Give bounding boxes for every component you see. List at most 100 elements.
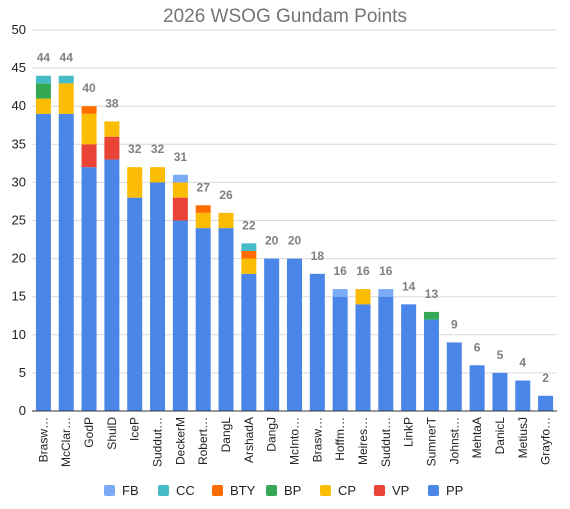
bar-segment-pp <box>401 304 417 411</box>
bar-segment-vp <box>81 144 97 168</box>
legend-swatch-vp <box>374 485 385 496</box>
bar-segment-bp <box>35 83 51 99</box>
data-label: 22 <box>242 218 256 232</box>
data-label: 13 <box>425 287 439 301</box>
bar-segment-pp <box>538 395 554 411</box>
x-tick-label: Suddut… <box>151 417 165 467</box>
data-label: 44 <box>37 51 51 65</box>
bar-segment-pp <box>241 273 257 411</box>
bar-segment-pp <box>195 228 211 411</box>
legend-swatch-cp <box>320 485 331 496</box>
bar-segment-cp <box>355 289 371 305</box>
data-label: 16 <box>356 264 370 278</box>
bar-segment-pp <box>218 228 234 411</box>
y-tick-label: 30 <box>12 174 26 189</box>
data-label: 32 <box>128 142 142 156</box>
bar-segment-pp <box>469 365 485 411</box>
bar-segment-pp <box>515 380 531 411</box>
x-tick-label: Grayfo… <box>539 417 553 465</box>
bar-segment-cp <box>218 212 234 229</box>
legend: FB CC BTY BP CP VP PP <box>104 483 463 498</box>
legend-label-pp: PP <box>446 483 463 498</box>
x-tick-label: Brasw… <box>36 417 50 462</box>
bar-segment-pp <box>309 273 325 411</box>
bar-segment-cp <box>58 83 74 114</box>
bar-segment-vp <box>172 197 188 221</box>
x-tick-label: Brasw… <box>310 417 324 462</box>
x-tick-label: MehtaA <box>470 417 484 458</box>
bar-segment-cp <box>104 121 120 137</box>
x-tick-label: DangJ <box>265 417 279 452</box>
y-tick-label: 10 <box>12 327 26 342</box>
data-label: 16 <box>333 264 347 278</box>
bar-segment-pp <box>378 296 394 411</box>
bar-segment-fb <box>332 289 348 297</box>
data-label: 44 <box>60 51 74 65</box>
legend-label-bty: BTY <box>230 483 256 498</box>
y-tick-label: 25 <box>12 213 26 228</box>
legend-swatch-bp <box>266 485 277 496</box>
bars <box>35 75 554 411</box>
x-tick-label: IceP <box>128 417 142 441</box>
data-label: 5 <box>497 348 504 362</box>
y-tick-label: 45 <box>12 60 26 75</box>
data-label: 9 <box>451 317 458 331</box>
legend-label-cc: CC <box>176 483 195 498</box>
x-tick-label: DeckerM <box>173 417 187 465</box>
y-tick-label: 35 <box>12 136 26 151</box>
x-tick-label: LinkP <box>402 417 416 447</box>
y-tick-label: 0 <box>19 403 26 418</box>
legend-swatch-bty <box>212 485 223 496</box>
data-label: 2 <box>542 371 549 385</box>
legend-label-vp: VP <box>392 483 409 498</box>
x-tick-label: DanicL <box>493 417 507 455</box>
labels: 0510152025303540455044Brasw…44McClar…40G… <box>12 22 553 467</box>
bar-segment-cc <box>241 243 257 251</box>
bar-segment-pp <box>446 342 462 411</box>
bar-segment-pp <box>150 182 166 411</box>
x-tick-label: SumnerT <box>424 416 438 466</box>
legend-swatch-pp <box>428 485 439 496</box>
y-tick-label: 40 <box>12 98 26 113</box>
bar-segment-pp <box>58 113 74 411</box>
bar-segment-cp <box>150 167 166 183</box>
data-label: 14 <box>402 279 416 293</box>
bar-segment-cp <box>35 98 51 114</box>
data-label: 20 <box>288 234 302 248</box>
bar-segment-pp <box>35 113 51 411</box>
bar-segment-pp <box>104 159 120 411</box>
y-tick-label: 15 <box>12 289 26 304</box>
bar-segment-bp <box>423 311 439 320</box>
x-tick-label: Hoffm… <box>333 417 347 461</box>
bar-segment-pp <box>172 220 188 411</box>
data-label: 40 <box>82 81 96 95</box>
bar-segment-pp <box>127 197 143 411</box>
bar-segment-pp <box>492 372 508 411</box>
bar-segment-bty <box>195 205 211 213</box>
x-tick-label: ArshadA <box>242 417 256 463</box>
bar-segment-cc <box>35 75 51 84</box>
x-tick-label: DangL <box>219 417 233 453</box>
data-label: 31 <box>174 150 188 164</box>
data-label: 27 <box>197 180 211 194</box>
x-tick-label: Robert… <box>196 417 210 465</box>
y-tick-label: 5 <box>19 365 26 380</box>
data-label: 18 <box>311 249 325 263</box>
legend-label-fb: FB <box>122 483 139 498</box>
y-tick-label: 20 <box>12 251 26 266</box>
bar-segment-fb <box>378 289 394 297</box>
data-label: 38 <box>105 96 119 110</box>
bar-segment-fb <box>172 174 188 183</box>
bar-segment-pp <box>287 258 302 411</box>
legend-label-bp: BP <box>284 483 301 498</box>
bar-segment-bty <box>81 106 97 114</box>
x-tick-label: McClar… <box>59 417 73 467</box>
bar-segment-pp <box>355 304 371 411</box>
x-tick-label: Johnst… <box>447 417 461 464</box>
data-label: 26 <box>219 188 233 202</box>
bar-segment-pp <box>81 167 97 411</box>
legend-label-cp: CP <box>338 483 356 498</box>
data-label: 32 <box>151 142 165 156</box>
legend-swatch-fb <box>104 485 115 496</box>
x-tick-label: McInto… <box>288 417 302 465</box>
